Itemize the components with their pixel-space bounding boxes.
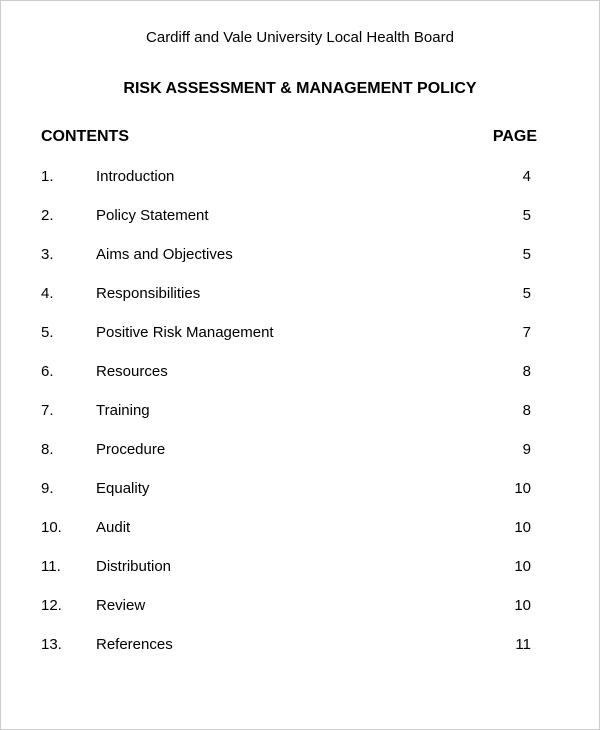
toc-item-number: 10. [41,519,96,536]
toc-item-page: 5 [509,207,559,224]
toc-item-number: 3. [41,246,96,263]
toc-item-label: Positive Risk Management [96,324,509,341]
toc-row: 9. Equality 10 [41,480,559,497]
toc-item-number: 8. [41,441,96,458]
toc-row: 1. Introduction 4 [41,168,559,185]
toc-row: 5. Positive Risk Management 7 [41,324,559,341]
toc-item-page: 5 [509,246,559,263]
toc-item-page: 4 [509,168,559,185]
toc-row: 8. Procedure 9 [41,441,559,458]
toc-item-page: 9 [509,441,559,458]
toc-item-number: 2. [41,207,96,224]
toc-row: 2. Policy Statement 5 [41,207,559,224]
toc-item-page: 10 [509,519,559,536]
document-page: Cardiff and Vale University Local Health… [0,0,600,730]
toc-item-number: 12. [41,597,96,614]
document-title: RISK ASSESSMENT & MANAGEMENT POLICY [41,80,559,98]
toc-row: 12. Review 10 [41,597,559,614]
toc-header: CONTENTS PAGE [41,128,559,146]
toc-item-label: Responsibilities [96,285,509,302]
toc-list: 1. Introduction 4 2. Policy Statement 5 … [41,168,559,653]
toc-item-number: 5. [41,324,96,341]
toc-heading-contents: CONTENTS [41,128,129,146]
toc-item-page: 10 [509,480,559,497]
toc-item-number: 11. [41,558,96,575]
toc-item-number: 4. [41,285,96,302]
toc-heading-page: PAGE [493,128,537,146]
toc-row: 13. References 11 [41,636,559,653]
toc-item-page: 8 [509,402,559,419]
toc-item-number: 9. [41,480,96,497]
toc-item-number: 13. [41,636,96,653]
organization-name: Cardiff and Vale University Local Health… [41,29,559,46]
toc-item-page: 8 [509,363,559,380]
toc-item-number: 1. [41,168,96,185]
toc-item-page: 10 [509,597,559,614]
toc-row: 11. Distribution 10 [41,558,559,575]
toc-item-label: Training [96,402,509,419]
toc-item-label: Resources [96,363,509,380]
toc-row: 10. Audit 10 [41,519,559,536]
toc-item-label: Distribution [96,558,509,575]
toc-item-number: 6. [41,363,96,380]
toc-item-label: Aims and Objectives [96,246,509,263]
toc-row: 4. Responsibilities 5 [41,285,559,302]
toc-row: 3. Aims and Objectives 5 [41,246,559,263]
toc-item-label: References [96,636,509,653]
toc-item-number: 7. [41,402,96,419]
toc-row: 7. Training 8 [41,402,559,419]
toc-item-page: 7 [509,324,559,341]
toc-item-page: 5 [509,285,559,302]
toc-item-label: Equality [96,480,509,497]
toc-item-label: Introduction [96,168,509,185]
toc-row: 6. Resources 8 [41,363,559,380]
toc-item-label: Procedure [96,441,509,458]
toc-item-label: Policy Statement [96,207,509,224]
toc-item-label: Audit [96,519,509,536]
toc-item-page: 10 [509,558,559,575]
toc-item-label: Review [96,597,509,614]
toc-item-page: 11 [509,636,559,653]
